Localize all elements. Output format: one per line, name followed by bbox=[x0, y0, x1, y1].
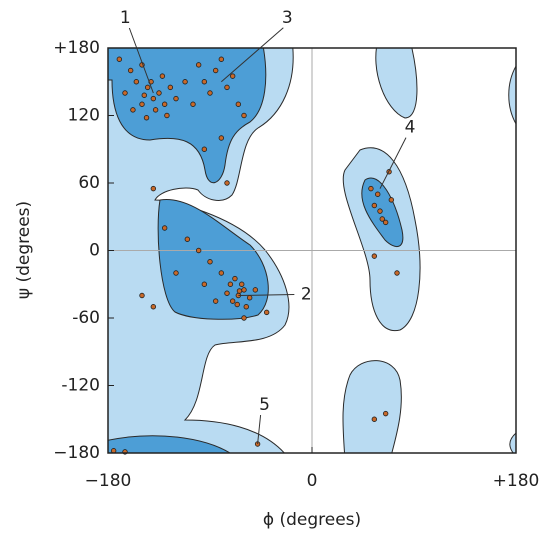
point bbox=[207, 90, 213, 96]
point bbox=[201, 146, 208, 152]
point bbox=[229, 298, 236, 304]
point bbox=[236, 288, 243, 294]
annotation-leader bbox=[379, 137, 407, 189]
annotation: 4 bbox=[405, 118, 416, 138]
annotation: 1 bbox=[120, 8, 131, 28]
point bbox=[371, 416, 378, 422]
point bbox=[371, 202, 378, 209]
point bbox=[116, 56, 123, 62]
point bbox=[388, 197, 395, 203]
point bbox=[371, 253, 378, 259]
points bbox=[110, 56, 400, 455]
point bbox=[246, 295, 253, 301]
point bbox=[143, 115, 150, 121]
annotation-leader bbox=[238, 294, 295, 296]
point bbox=[239, 281, 245, 287]
point bbox=[224, 290, 230, 296]
point bbox=[227, 281, 234, 287]
zero-lines bbox=[108, 48, 516, 453]
point bbox=[375, 191, 381, 197]
y-tick-label: -60 bbox=[72, 308, 100, 328]
point bbox=[195, 62, 202, 68]
point bbox=[382, 219, 389, 226]
x-axis-label: ϕ (degrees) bbox=[263, 510, 361, 530]
point bbox=[152, 107, 159, 113]
point bbox=[218, 135, 225, 141]
point bbox=[382, 410, 389, 417]
point bbox=[212, 67, 219, 74]
point bbox=[241, 315, 247, 321]
point bbox=[164, 112, 170, 119]
point bbox=[224, 180, 230, 186]
point bbox=[150, 185, 157, 192]
point bbox=[218, 270, 225, 276]
point bbox=[235, 101, 242, 107]
allowed-region bbox=[508, 65, 516, 125]
allowed-region bbox=[342, 147, 421, 332]
point bbox=[122, 90, 128, 96]
point bbox=[377, 208, 383, 214]
y-tick-label: −180 bbox=[53, 443, 100, 463]
point bbox=[241, 287, 247, 293]
annotation-leader bbox=[128, 27, 154, 94]
point bbox=[161, 225, 168, 231]
point bbox=[173, 270, 179, 276]
point bbox=[195, 247, 202, 254]
y-axis-label: ψ (degrees) bbox=[14, 201, 34, 299]
point bbox=[394, 270, 400, 276]
annotation: 2 bbox=[301, 285, 312, 305]
point bbox=[150, 304, 157, 310]
point bbox=[201, 281, 208, 287]
point bbox=[190, 101, 196, 107]
point bbox=[224, 84, 230, 91]
point bbox=[184, 236, 191, 242]
point bbox=[127, 67, 134, 74]
point bbox=[167, 84, 174, 91]
point bbox=[368, 185, 374, 192]
annotation-leader bbox=[221, 27, 284, 83]
y-tick-label: -120 bbox=[61, 376, 100, 396]
y-tick-label: 0 bbox=[89, 241, 100, 261]
point bbox=[207, 259, 213, 265]
point bbox=[263, 309, 270, 316]
annotation: 3 bbox=[282, 8, 293, 28]
point bbox=[156, 90, 162, 96]
point bbox=[173, 95, 179, 102]
point bbox=[379, 216, 385, 222]
allowed-region bbox=[509, 432, 516, 453]
point bbox=[133, 79, 140, 85]
point bbox=[201, 79, 208, 85]
y-tick-label: 60 bbox=[78, 173, 100, 193]
point bbox=[141, 92, 147, 98]
x-tick-label: 0 bbox=[307, 471, 318, 491]
point bbox=[130, 107, 136, 113]
point bbox=[241, 112, 247, 119]
y-tick-label: 120 bbox=[68, 106, 100, 126]
point bbox=[182, 79, 188, 85]
point bbox=[161, 101, 168, 107]
point bbox=[252, 287, 259, 293]
favored-region bbox=[108, 48, 267, 183]
point bbox=[159, 73, 166, 79]
point bbox=[150, 95, 157, 102]
allowed-region bbox=[375, 48, 418, 119]
allowed-region bbox=[342, 360, 402, 453]
point bbox=[139, 101, 145, 107]
point bbox=[232, 275, 238, 282]
point bbox=[234, 301, 240, 308]
annotation-leader bbox=[257, 414, 262, 445]
point bbox=[212, 298, 219, 304]
x-tick-label: +180 bbox=[493, 471, 540, 491]
favored-region bbox=[108, 435, 231, 453]
point bbox=[243, 304, 249, 310]
annotation: 5 bbox=[259, 395, 270, 415]
y-tick-label: +180 bbox=[53, 38, 100, 58]
point bbox=[229, 73, 236, 79]
point bbox=[218, 56, 225, 62]
x-tick-label: −180 bbox=[85, 471, 132, 491]
point bbox=[144, 84, 151, 91]
point bbox=[139, 292, 145, 299]
